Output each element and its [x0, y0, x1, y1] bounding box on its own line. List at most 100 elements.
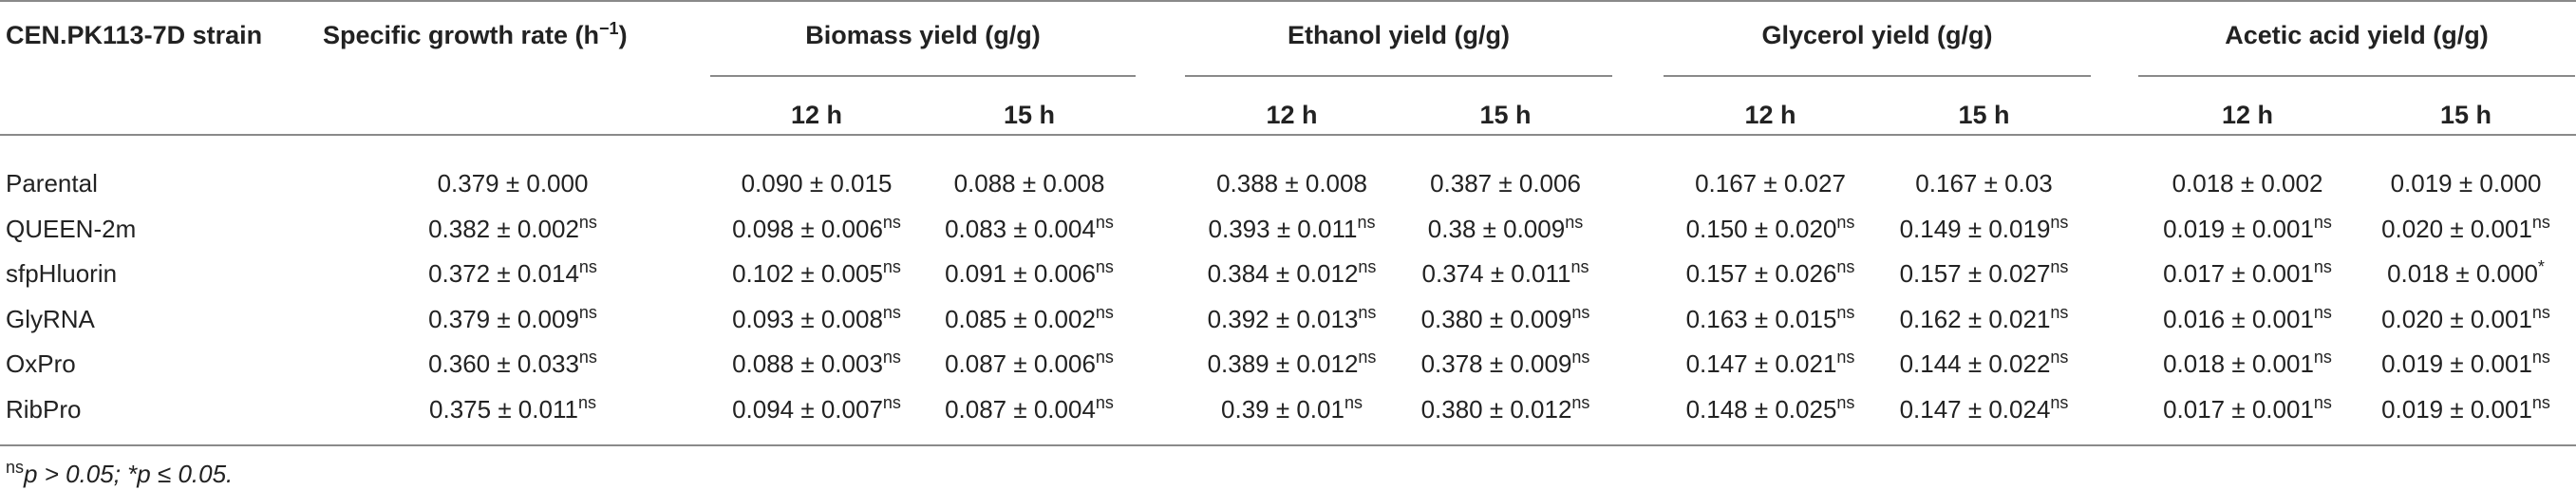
- significance-marker: ns: [882, 348, 901, 367]
- significance-marker: ns: [1344, 392, 1363, 412]
- row-strain-label: GlyRNA: [6, 304, 95, 333]
- table-cell: 0.378 ± 0.009ns: [1399, 348, 1612, 379]
- table-cell: 0.384 ± 0.012ns: [1185, 257, 1399, 289]
- table-cell: 0.387 ± 0.006: [1399, 169, 1612, 198]
- header-acetic-12h: 12 h: [2221, 101, 2274, 129]
- cell-value: 0.098 ± 0.006: [732, 214, 883, 243]
- ethanol-group-rule: [1185, 75, 1612, 77]
- cell-value: 0.375 ± 0.011: [429, 394, 578, 424]
- table-cell: 0.389 ± 0.012ns: [1185, 348, 1399, 379]
- significance-marker: ns: [2050, 302, 2069, 322]
- significance-marker: ns: [882, 392, 901, 412]
- significance-marker: ns: [2050, 348, 2069, 367]
- cell-value: 0.088 ± 0.003: [732, 349, 883, 378]
- significance-marker: ns: [1571, 392, 1590, 412]
- table-footnote: nsp > 0.05; *p ≤ 0.05.: [6, 458, 234, 488]
- table-cell: 0.157 ± 0.027ns: [1877, 257, 2091, 289]
- significance-marker: ns: [577, 392, 596, 412]
- cell-value: 0.090 ± 0.015: [741, 169, 893, 198]
- cell-value: 0.389 ± 0.012: [1207, 349, 1359, 378]
- table-cell: 0.018 ± 0.002: [2138, 169, 2357, 198]
- table-cell: 0.094 ± 0.007ns: [710, 392, 923, 424]
- header-biomass-15h: 15 h: [1003, 101, 1056, 129]
- significance-marker: ns: [2313, 257, 2332, 276]
- table-cell: 0.091 ± 0.006ns: [923, 257, 1136, 289]
- significance-marker: ns: [1570, 257, 1589, 276]
- header-ethanol-12h: 12 h: [1266, 101, 1318, 129]
- cell-value: 0.144 ± 0.022: [1899, 349, 2051, 378]
- cell-value: 0.150 ± 0.020: [1685, 214, 1837, 243]
- table-cell: 0.018 ± 0.000*: [2357, 257, 2575, 289]
- cell-value: 0.087 ± 0.004: [945, 394, 1096, 424]
- table-cell: 0.380 ± 0.012ns: [1399, 392, 1612, 424]
- significance-marker: ns: [1571, 302, 1590, 322]
- significance-marker: ns: [2313, 348, 2332, 367]
- row-strain-label: sfpHluorin: [6, 259, 118, 288]
- significance-marker: ns: [882, 257, 901, 276]
- cell-value: 0.167 ± 0.027: [1695, 169, 1846, 198]
- cell-value: 0.016 ± 0.001: [2163, 304, 2314, 333]
- table-cell: 0.149 ± 0.019ns: [1877, 212, 2091, 244]
- cell-value: 0.019 ± 0.001: [2381, 349, 2532, 378]
- significance-marker: ns: [1836, 392, 1855, 412]
- table-cell: 0.144 ± 0.022ns: [1877, 348, 2091, 379]
- table-cell: 0.102 ± 0.005ns: [710, 257, 923, 289]
- significance-marker: ns: [2313, 212, 2332, 232]
- table-cell: 0.017 ± 0.001ns: [2138, 393, 2357, 424]
- cell-value: 0.085 ± 0.002: [945, 304, 1096, 333]
- table-cell: 0.085 ± 0.002ns: [923, 303, 1136, 334]
- table-cell: 0.090 ± 0.015: [710, 169, 923, 198]
- cell-value: 0.388 ± 0.008: [1216, 169, 1367, 198]
- cell-value: 0.018 ± 0.001: [2163, 349, 2314, 378]
- glycerol-group-rule: [1664, 75, 2091, 77]
- header-biomass-12h: 12 h: [790, 101, 843, 129]
- table-cell: 0.016 ± 0.001ns: [2138, 303, 2357, 334]
- significance-marker: ns: [1836, 212, 1855, 232]
- significance-marker: ns: [1836, 348, 1855, 367]
- table-cell: 0.148 ± 0.025ns: [1664, 392, 1877, 424]
- cell-value: 0.017 ± 0.001: [2163, 259, 2314, 288]
- table-cell: 0.372 ± 0.014ns: [323, 257, 703, 289]
- significance-marker: ns: [882, 302, 901, 322]
- table-cell: 0.393 ± 0.011ns: [1185, 213, 1399, 244]
- row-strain-label: Parental: [6, 169, 98, 198]
- significance-marker: ns: [2050, 392, 2069, 412]
- table-top-rule: [0, 0, 2576, 2]
- header-strain: CEN.PK113-7D strain: [6, 21, 263, 49]
- table-cell: 0.150 ± 0.020ns: [1664, 212, 1877, 244]
- significance-marker: ns: [1358, 348, 1377, 367]
- table-cell: 0.098 ± 0.006ns: [710, 212, 923, 244]
- cell-value: 0.088 ± 0.008: [953, 169, 1105, 198]
- table-cell: 0.162 ± 0.021ns: [1877, 302, 2091, 334]
- table-cell: 0.083 ± 0.004ns: [923, 213, 1136, 244]
- table-cell: 0.017 ± 0.001ns: [2138, 257, 2357, 289]
- significance-marker: ns: [2050, 212, 2069, 232]
- cell-value: 0.38 ± 0.009: [1427, 214, 1566, 243]
- cell-value: 0.019 ± 0.000: [2390, 169, 2542, 198]
- header-ethanol: Ethanol yield (g/g): [1288, 21, 1510, 49]
- table-cell: 0.093 ± 0.008ns: [710, 302, 923, 334]
- significance-marker: *: [2537, 257, 2545, 276]
- table-cell: 0.382 ± 0.002ns: [323, 213, 703, 244]
- significance-marker: ns: [1836, 302, 1855, 322]
- table-cell: 0.163 ± 0.015ns: [1664, 302, 1877, 334]
- cell-value: 0.102 ± 0.005: [732, 259, 883, 288]
- significance-marker: ns: [882, 212, 901, 232]
- significance-marker: ns: [1358, 257, 1377, 276]
- significance-marker: ns: [2050, 257, 2069, 276]
- table-cell: 0.147 ± 0.024ns: [1877, 392, 2091, 424]
- table-cell: 0.157 ± 0.026ns: [1664, 257, 1877, 289]
- table-cell: 0.388 ± 0.008: [1185, 169, 1399, 198]
- table-cell: 0.380 ± 0.009ns: [1399, 302, 1612, 334]
- cell-value: 0.380 ± 0.012: [1420, 394, 1572, 424]
- cell-value: 0.379 ± 0.009: [428, 304, 579, 333]
- cell-value: 0.374 ± 0.011: [1421, 259, 1571, 288]
- cell-value: 0.094 ± 0.007: [732, 394, 883, 424]
- significance-marker: ns: [578, 302, 597, 322]
- cell-value: 0.091 ± 0.006: [945, 259, 1096, 288]
- cell-value: 0.148 ± 0.025: [1685, 394, 1837, 424]
- cell-value: 0.163 ± 0.015: [1685, 304, 1837, 333]
- table-bottom-rule: [0, 444, 2576, 446]
- cell-value: 0.393 ± 0.011: [1208, 214, 1358, 243]
- header-glycerol: Glycerol yield (g/g): [1761, 21, 1993, 49]
